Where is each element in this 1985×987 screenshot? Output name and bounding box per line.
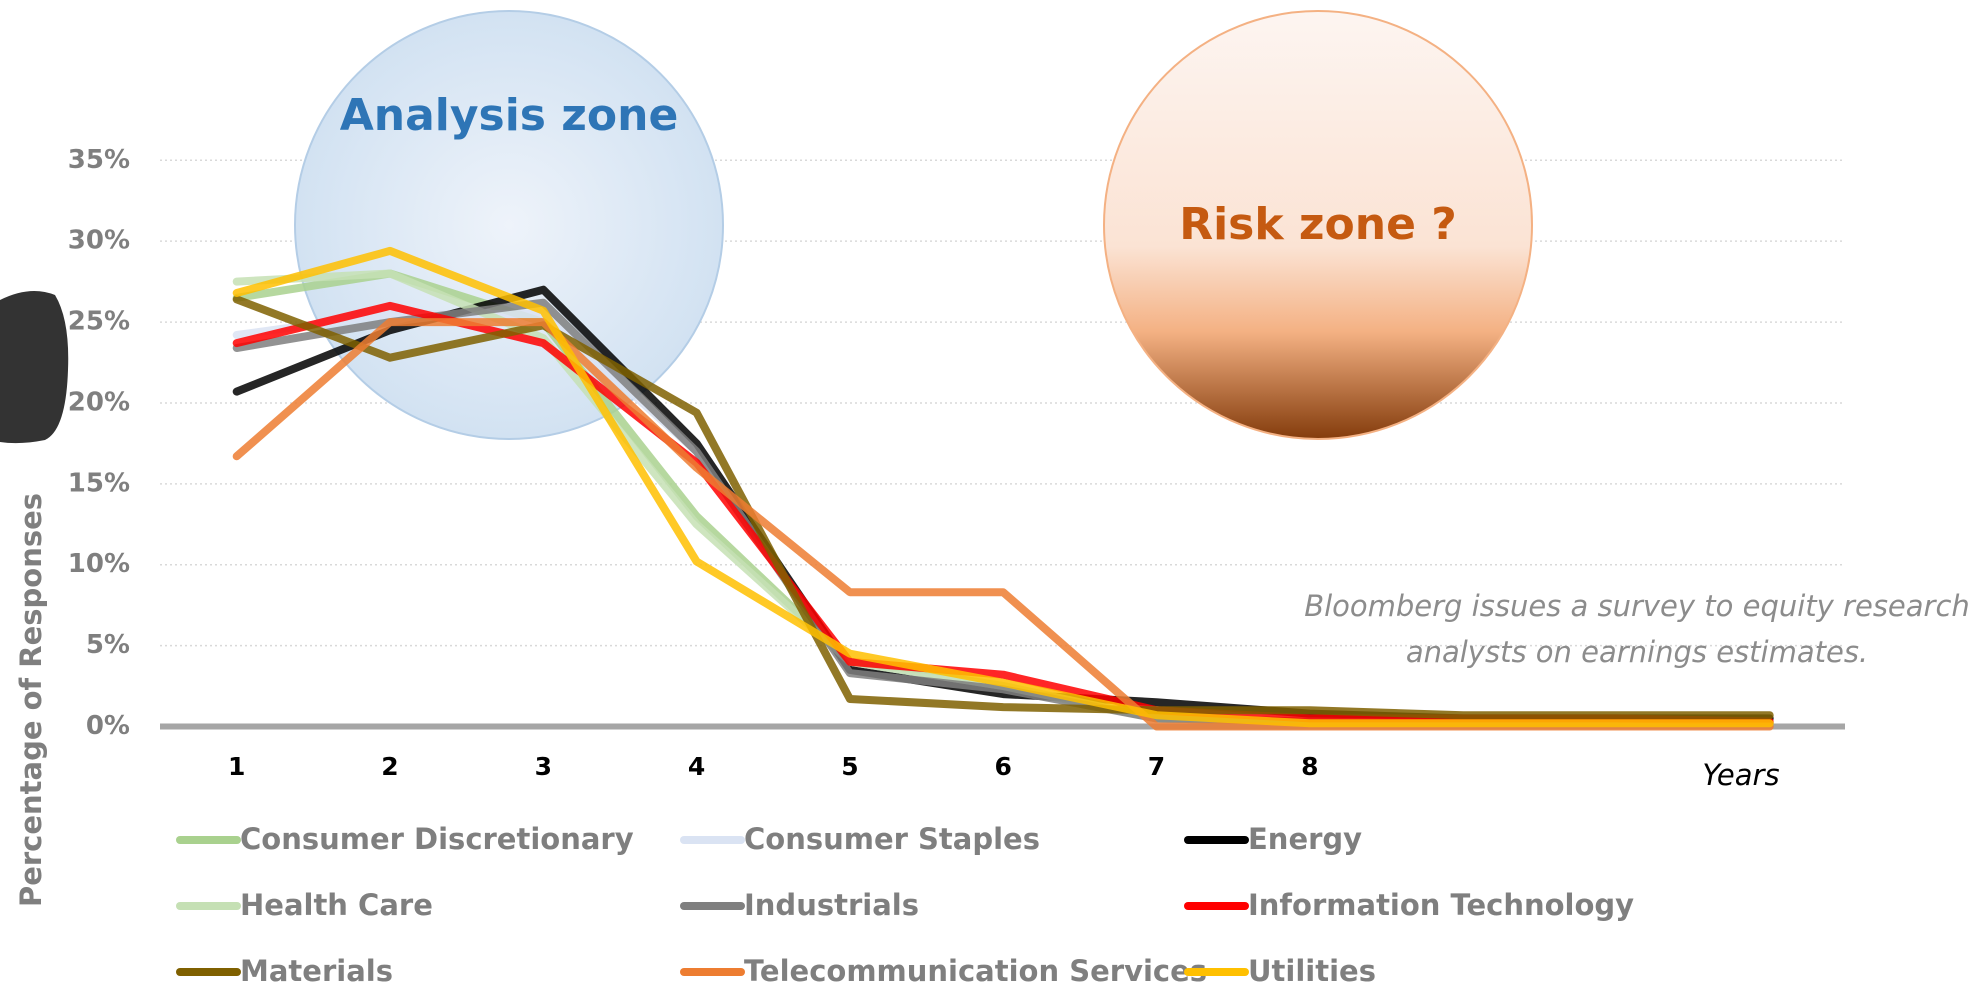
y-axis-label: Percentage of Responses	[14, 493, 48, 907]
x-tick-label: 7	[1148, 752, 1165, 781]
legend-label: Utilities	[1248, 954, 1376, 987]
legend-label: Consumer Staples	[744, 822, 1040, 856]
x-tick-label: 2	[381, 752, 398, 781]
legend: Consumer Discretionary Consumer Staples En…	[176, 822, 1634, 987]
analysis-circle	[294, 10, 724, 440]
y-tick-label: 10%	[68, 549, 130, 579]
series-line	[232, 246, 1774, 728]
note: Bloomberg issues a survey to equity rese…	[1304, 589, 1970, 623]
x-tick-label: 1	[228, 752, 245, 781]
note: analysts on earnings estimates.	[1406, 635, 1868, 669]
x-axis-label: Years	[1702, 758, 1779, 792]
lines	[232, 246, 1774, 731]
y-tick-label: 5%	[86, 630, 130, 660]
series-line	[232, 295, 1774, 720]
decoration	[0, 291, 69, 444]
legend-label: Information Technology	[1248, 888, 1634, 922]
x-tick-label: 3	[535, 752, 552, 781]
y-tick-label: 20%	[68, 387, 130, 417]
grid: 0% 5% 10% 15% 20% 25% 30% 35% 1 2 3 4 5 6 7 8	[68, 145, 1845, 781]
legend-label: Materials	[240, 954, 393, 987]
x-tick-label: 6	[994, 752, 1011, 781]
legend-label: Health Care	[240, 888, 433, 922]
x-tick-label: 5	[841, 752, 858, 781]
y-tick-label: 15%	[68, 468, 130, 498]
annotation: Analysis zone	[340, 90, 679, 141]
risk-circle	[1103, 10, 1533, 440]
legend-label: Industrials	[744, 888, 919, 922]
y-tick-label: 0%	[86, 711, 130, 741]
legend-label: Energy	[1248, 822, 1362, 856]
legend-label: Telecommunication Services	[744, 954, 1207, 987]
y-tick-label: 30%	[68, 226, 130, 256]
x-tick-label: 4	[688, 752, 705, 781]
y-tick-label: 25%	[68, 307, 130, 337]
annotation: Risk zone ?	[1179, 199, 1457, 250]
legend-label: Consumer Discretionary	[240, 822, 634, 856]
x-tick-label: 8	[1301, 752, 1318, 781]
y-tick-label: 35%	[68, 145, 130, 175]
